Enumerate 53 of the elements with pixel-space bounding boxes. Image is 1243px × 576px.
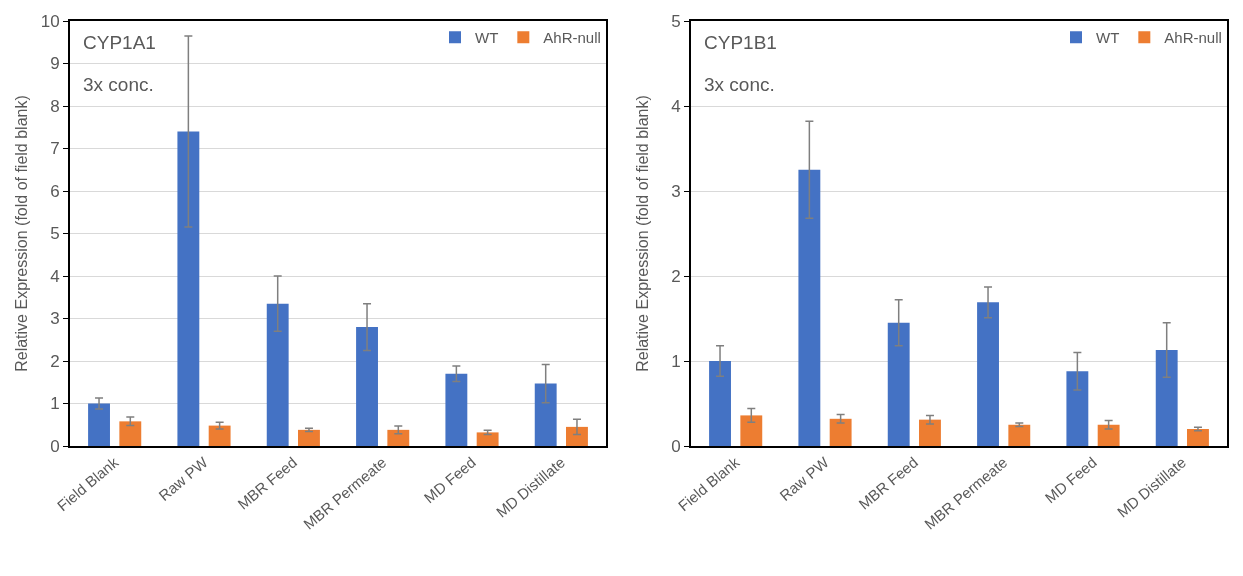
bar — [356, 327, 378, 446]
y-tick-label: 4 — [671, 96, 681, 116]
y-tick-label: 1 — [50, 394, 60, 414]
y-tick-label: 2 — [50, 351, 60, 371]
annotation: 3x conc. — [83, 74, 154, 95]
y-tick-label: 7 — [50, 139, 60, 159]
bar — [1066, 371, 1089, 446]
y-tick-label: 8 — [50, 96, 60, 116]
y-tick-label: 5 — [50, 224, 60, 244]
bar — [387, 429, 410, 446]
x-tick-label: Raw PW — [155, 452, 212, 505]
bar — [1008, 424, 1031, 446]
y-axis-title: Relative Expression (fold of field blank) — [13, 95, 30, 372]
y-tick-label: 3 — [50, 309, 60, 329]
legend-label: AhR-null — [1164, 29, 1222, 47]
bar — [829, 418, 852, 446]
y-axis-title: Relative Expression (fold of field blank) — [634, 95, 651, 372]
bar — [266, 303, 289, 446]
y-tick-label: 6 — [50, 181, 60, 201]
y-tick-label: 2 — [671, 266, 681, 286]
bar — [798, 169, 821, 446]
annotation: CYP1B1 — [704, 32, 777, 53]
annotation: CYP1A1 — [83, 32, 156, 53]
bar — [476, 432, 499, 446]
bar — [1155, 349, 1178, 446]
bar — [177, 131, 200, 446]
bar — [298, 429, 320, 446]
bar — [887, 322, 910, 446]
bar — [740, 415, 763, 446]
legend-label: WT — [475, 29, 499, 47]
bar — [208, 425, 231, 446]
bar — [919, 419, 941, 446]
y-tick-label: 5 — [671, 11, 681, 31]
bar — [445, 373, 468, 446]
bar — [534, 383, 557, 446]
bar — [977, 302, 999, 446]
y-tick-label: 3 — [671, 181, 681, 201]
legend-label: AhR-null — [543, 29, 601, 47]
bar — [1097, 424, 1120, 446]
y-tick-label: 0 — [50, 436, 60, 456]
legend-label: WT — [1096, 29, 1120, 47]
y-tick-label: 0 — [671, 436, 681, 456]
x-tick-label: Raw PW — [776, 452, 833, 505]
y-tick-label: 9 — [50, 54, 60, 74]
annotation: 3x conc. — [704, 74, 775, 95]
y-tick-label: 4 — [50, 266, 60, 286]
bar — [119, 421, 142, 446]
y-tick-label: 10 — [40, 11, 60, 31]
bar — [566, 426, 588, 446]
bar — [1187, 429, 1209, 446]
y-tick-label: 1 — [671, 351, 681, 371]
bar — [709, 361, 731, 446]
bar — [88, 403, 110, 446]
